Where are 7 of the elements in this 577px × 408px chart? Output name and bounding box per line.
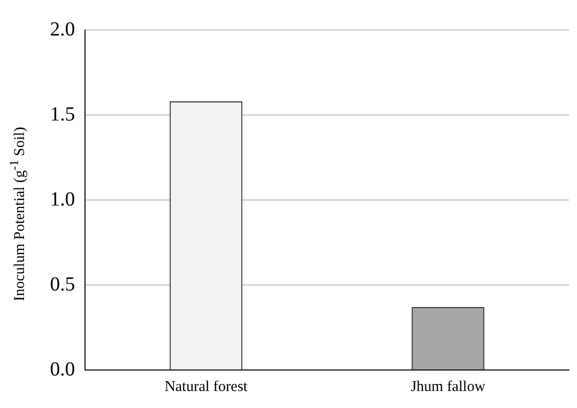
x-tick-label: Jhum fallow: [410, 378, 486, 395]
y-tick-label: 2.0: [50, 18, 75, 40]
y-tick-label: 0.5: [50, 273, 75, 296]
y-tick-label: 0.0: [50, 358, 75, 380]
y-tick-label: 1.0: [50, 188, 75, 210]
x-tick-label: Natural forest: [164, 378, 248, 395]
y-tick-label: 1.5: [50, 103, 75, 126]
